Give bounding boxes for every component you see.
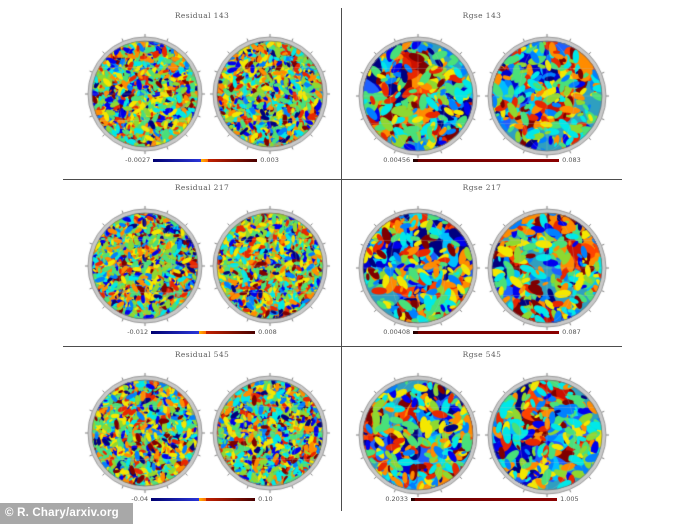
colorbar-segment	[417, 330, 560, 334]
hemisphere-maps	[342, 372, 622, 498]
colorbar: -0.012 0.008	[63, 329, 341, 336]
colorbar-segment	[413, 330, 418, 334]
colorbar-gradient	[151, 330, 256, 334]
column-divider-line	[341, 8, 342, 511]
hemisphere-maps	[63, 372, 341, 494]
colorbar: 0.2033 1.005	[342, 496, 622, 503]
colorbar-segment	[199, 497, 207, 501]
colorbar-max-label: 0.008	[258, 328, 277, 336]
panel-title: Rgse 217	[462, 183, 502, 192]
colorbar-segment	[411, 497, 416, 501]
sky-map-canvas-right	[483, 33, 610, 159]
panel-title: Residual 217	[174, 183, 230, 192]
sky-map-canvas-left	[354, 372, 481, 498]
copyright-watermark: © R. Chary/arxiv.org	[0, 503, 133, 524]
hemisphere-maps	[342, 205, 622, 331]
colorbar-gradient	[413, 330, 560, 334]
sky-map-canvas-left	[83, 372, 206, 494]
panel-title: Rgse 545	[462, 350, 502, 359]
colorbar-segment	[151, 497, 199, 501]
panel-rgse-217: Rgse 217 0.00408 0.087	[342, 180, 622, 346]
colorbar: -0.04 0.10	[63, 496, 341, 503]
colorbar-min-label: -0.0027	[125, 156, 151, 164]
colorbar-gradient	[151, 497, 256, 501]
panel-rgse-545: Rgse 545 0.2033 1.005	[342, 347, 622, 513]
colorbar-min-label: 0.00408	[383, 328, 411, 336]
panel-residual-545: Residual 545 -0.04 0.10	[63, 347, 341, 513]
sky-map-canvas-right	[208, 372, 331, 494]
colorbar-segment	[201, 158, 209, 162]
colorbar-segment	[208, 158, 258, 162]
colorbar-gradient	[413, 158, 560, 162]
sky-map-canvas-right	[483, 372, 610, 498]
row-divider-line-2	[63, 346, 622, 347]
colorbar-segment	[206, 330, 256, 334]
panel-title: Rgse 143	[462, 11, 502, 20]
sky-map-canvas-right	[208, 33, 331, 155]
panel-title: Residual 545	[174, 350, 230, 359]
colorbar-segment	[417, 158, 560, 162]
colorbar-max-label: 0.003	[260, 156, 279, 164]
colorbar-gradient	[153, 158, 258, 162]
sky-map-canvas-right	[208, 205, 331, 327]
panel-residual-143: Residual 143 -0.0027 0.003	[63, 8, 341, 174]
colorbar-max-label: 0.087	[562, 328, 581, 336]
colorbar-segment	[415, 497, 558, 501]
colorbar-min-label: 0.00456	[383, 156, 411, 164]
sky-map-canvas-left	[83, 33, 206, 155]
panel-residual-217: Residual 217 -0.012 0.008	[63, 180, 341, 346]
colorbar-max-label: 0.10	[258, 495, 273, 503]
panel-title: Residual 143	[174, 11, 230, 20]
sky-map-canvas-left	[354, 205, 481, 331]
row-divider-line-1	[63, 179, 622, 180]
hemisphere-maps	[63, 205, 341, 327]
sky-map-canvas-left	[83, 205, 206, 327]
colorbar-segment	[206, 497, 256, 501]
colorbar: 0.00408 0.087	[342, 329, 622, 336]
panel-rgse-143: Rgse 143 0.00456 0.083	[342, 8, 622, 174]
colorbar-segment	[413, 158, 418, 162]
hemisphere-maps	[63, 33, 341, 155]
colorbar-segment	[153, 158, 202, 162]
colorbar-max-label: 0.083	[562, 156, 581, 164]
colorbar-segment	[199, 330, 207, 334]
colorbar: -0.0027 0.003	[63, 157, 341, 164]
colorbar-min-label: -0.012	[127, 328, 149, 336]
colorbar-min-label: -0.04	[131, 495, 149, 503]
sky-map-canvas-left	[354, 33, 481, 159]
colorbar-max-label: 1.005	[560, 495, 579, 503]
colorbar: 0.00456 0.083	[342, 157, 622, 164]
colorbar-segment	[151, 330, 199, 334]
hemisphere-maps	[342, 33, 622, 159]
colorbar-gradient	[411, 497, 558, 501]
colorbar-min-label: 0.2033	[385, 495, 409, 503]
sky-map-canvas-right	[483, 205, 610, 331]
